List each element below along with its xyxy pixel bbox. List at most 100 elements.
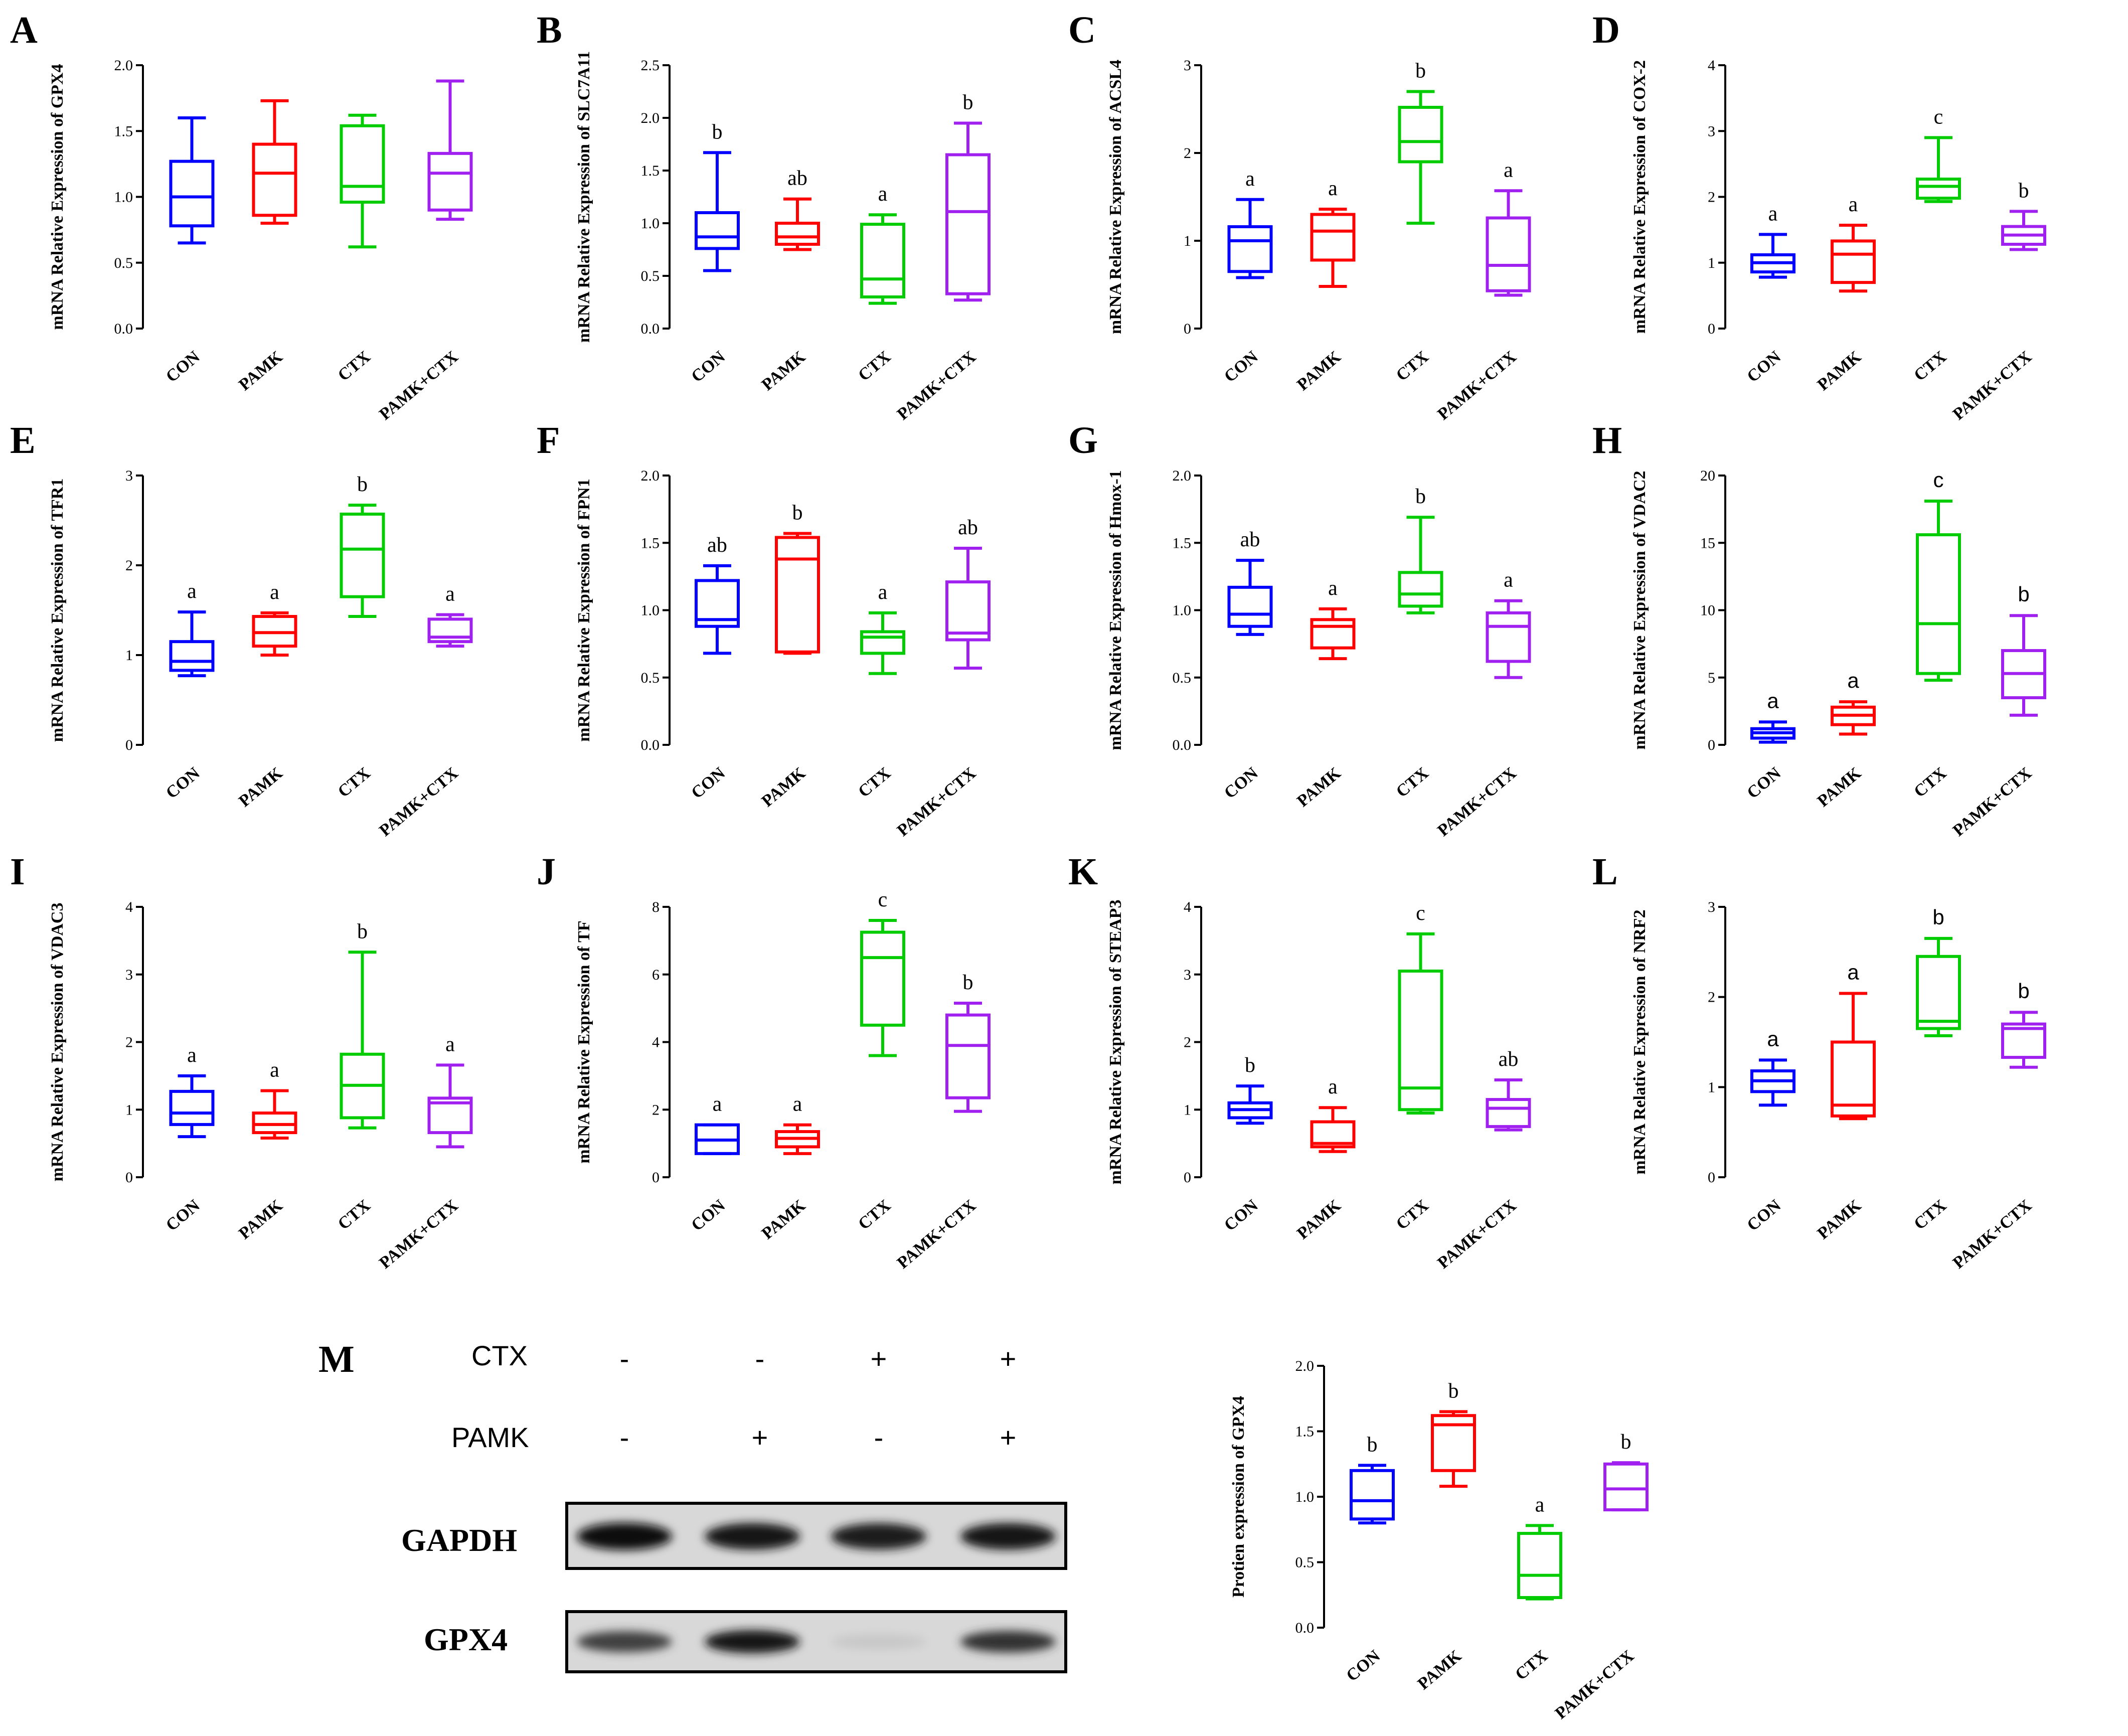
iqr-box [1398,970,1443,1112]
panel-A: A 0.0 0.5 1.0 1.5 2.0 mRNA Relative Expression… [10,9,473,424]
category-label: PAMK+CTX [1434,348,1520,424]
wb-row-pamk-label: PAMK [451,1422,529,1453]
box-pamk: PAMK [235,99,297,394]
box-pamk-ctx: a PAMK+CTX [1434,569,1531,840]
y-tick-label: 1 [1708,255,1715,271]
significance-letter: ab [1240,528,1260,551]
box-pamk-ctx: ab PAMK+CTX [1434,1048,1531,1273]
category-label: CON [688,1196,729,1235]
category-label: CTX [1393,1196,1432,1234]
category-label: PAMK [235,763,286,811]
y-tick-label: 0 [652,1169,660,1186]
y-axis-title: mRNA Relative Expression of SLC7A11 [575,51,593,343]
panel-label-K: K [1068,851,1098,893]
y-axis-title: mRNA Relative Expression of FPN1 [575,479,593,741]
y-axis-title: mRNA Relative Expression of VDAC2 [1630,471,1649,750]
category-label: PAMK+CTX [1434,764,1520,840]
box-pamk-ctx: b PAMK+CTX [1949,979,2046,1273]
y-tick-label: 1 [1708,1079,1715,1095]
box-pamk: a PAMK [1293,177,1356,394]
significance-letter: a [1328,1075,1338,1098]
y-tick-label: 4 [1708,57,1715,74]
panel-D: D 0 1 2 3 4 mRNA Relative Expression of COX-2 a… [1592,9,2046,424]
box-con: a CON [162,1044,215,1235]
iqr-box [427,1096,473,1135]
panel-F: F 0.0 0.5 1.0 1.5 2.0 mRNA Relative Expression… [537,419,991,840]
box-pamk: a PAMK [1814,669,1876,811]
category-label: CTX [855,764,894,802]
box-con: ab CON [1221,528,1273,803]
category-label: CON [1743,764,1784,803]
category-label: PAMK [1814,347,1865,394]
significance-letter: ab [1499,1048,1519,1071]
category-label: CON [688,764,729,803]
box-pamk-ctx: a PAMK+CTX [376,1033,473,1273]
box-con: a CON [162,580,215,803]
iqr-box [1431,1414,1476,1472]
iqr-box [1486,216,1531,292]
significance-letter: b [2018,979,2029,1003]
iqr-box [1916,955,1961,1030]
significance-letter: a [270,1059,279,1082]
significance-letter: b [357,473,368,496]
panel-label-B: B [537,9,562,51]
y-tick-label: 0.0 [1295,1620,1315,1636]
box-pamk: a PAMK [235,1059,297,1243]
y-tick-label: 0.0 [641,321,660,337]
significance-letter: a [1847,960,1859,984]
significance-letter: a [270,581,279,604]
y-axis-title: mRNA Relative Expression of VDAC3 [48,903,67,1182]
category-label: PAMK [758,1196,809,1243]
box-ctx: c CTX [855,888,905,1233]
category-label: CON [1743,1196,1784,1235]
wb-band [577,1631,672,1652]
iqr-box [860,630,905,655]
category-label: PAMK [1814,763,1865,811]
panel-C: C 0 1 2 3 mRNA Relative Expression of ACSL4 a C… [1068,9,1531,424]
significance-letter: a [187,1044,197,1067]
panel-label-C: C [1068,9,1096,51]
wb-pamk-sign-con: - [620,1422,629,1453]
y-tick-label: 2.0 [641,467,660,484]
y-tick-label: 0.5 [1295,1554,1315,1571]
significance-letter: b [1415,60,1426,83]
panel-label-A: A [10,9,38,51]
iqr-box [1398,571,1443,608]
significance-letter: a [713,1093,722,1116]
wb-ctx-sign-pamk: - [755,1343,765,1374]
category-label: PAMK [758,347,809,394]
category-label: CON [1221,764,1262,803]
y-tick-label: 1.5 [1295,1424,1315,1440]
y-tick-label: 6 [652,967,660,983]
wb-band [960,1631,1056,1653]
box-con: b CON [688,120,740,386]
box-ctx: b CTX [1910,905,1961,1233]
category-label: PAMK [1414,1646,1465,1693]
significance-letter: b [2018,582,2029,606]
wb-ctx-sign-ctx: + [871,1343,887,1374]
box-ctx: c CTX [1910,468,1961,801]
y-tick-label: 3 [1708,123,1715,139]
y-tick-label: 3 [1184,967,1191,983]
box-pamk-ctx: b PAMK+CTX [1552,1431,1649,1723]
y-tick-label: 0.5 [641,268,660,284]
y-tick-label: 2 [1708,189,1715,206]
wb-pamk-sign-pamk-ctx: + [1000,1422,1017,1453]
iqr-box [775,536,820,654]
y-tick-label: 2 [1708,989,1715,1006]
y-tick-label: 1.5 [641,163,660,179]
significance-letter: a [1245,168,1255,191]
panel-label-D: D [1592,9,1620,51]
panel-H: H 0 5 10 15 20 mRNA Relative Expression of VDA… [1592,419,2046,840]
y-tick-label: 5 [1708,670,1715,686]
category-label: CON [688,348,729,386]
y-tick-label: 0.5 [641,670,660,686]
panel-G: G 0.0 0.5 1.0 1.5 2.0 mRNA Relative Expression… [1068,419,1531,840]
panel-label-F: F [537,419,560,461]
y-tick-label: 2.0 [1295,1358,1315,1374]
box-pamk: a PAMK [1814,960,1876,1243]
significance-letter: a [1328,177,1338,200]
y-axis-title: mRNA Relative Expression of STEAP3 [1106,900,1125,1185]
category-label: CTX [855,348,894,385]
